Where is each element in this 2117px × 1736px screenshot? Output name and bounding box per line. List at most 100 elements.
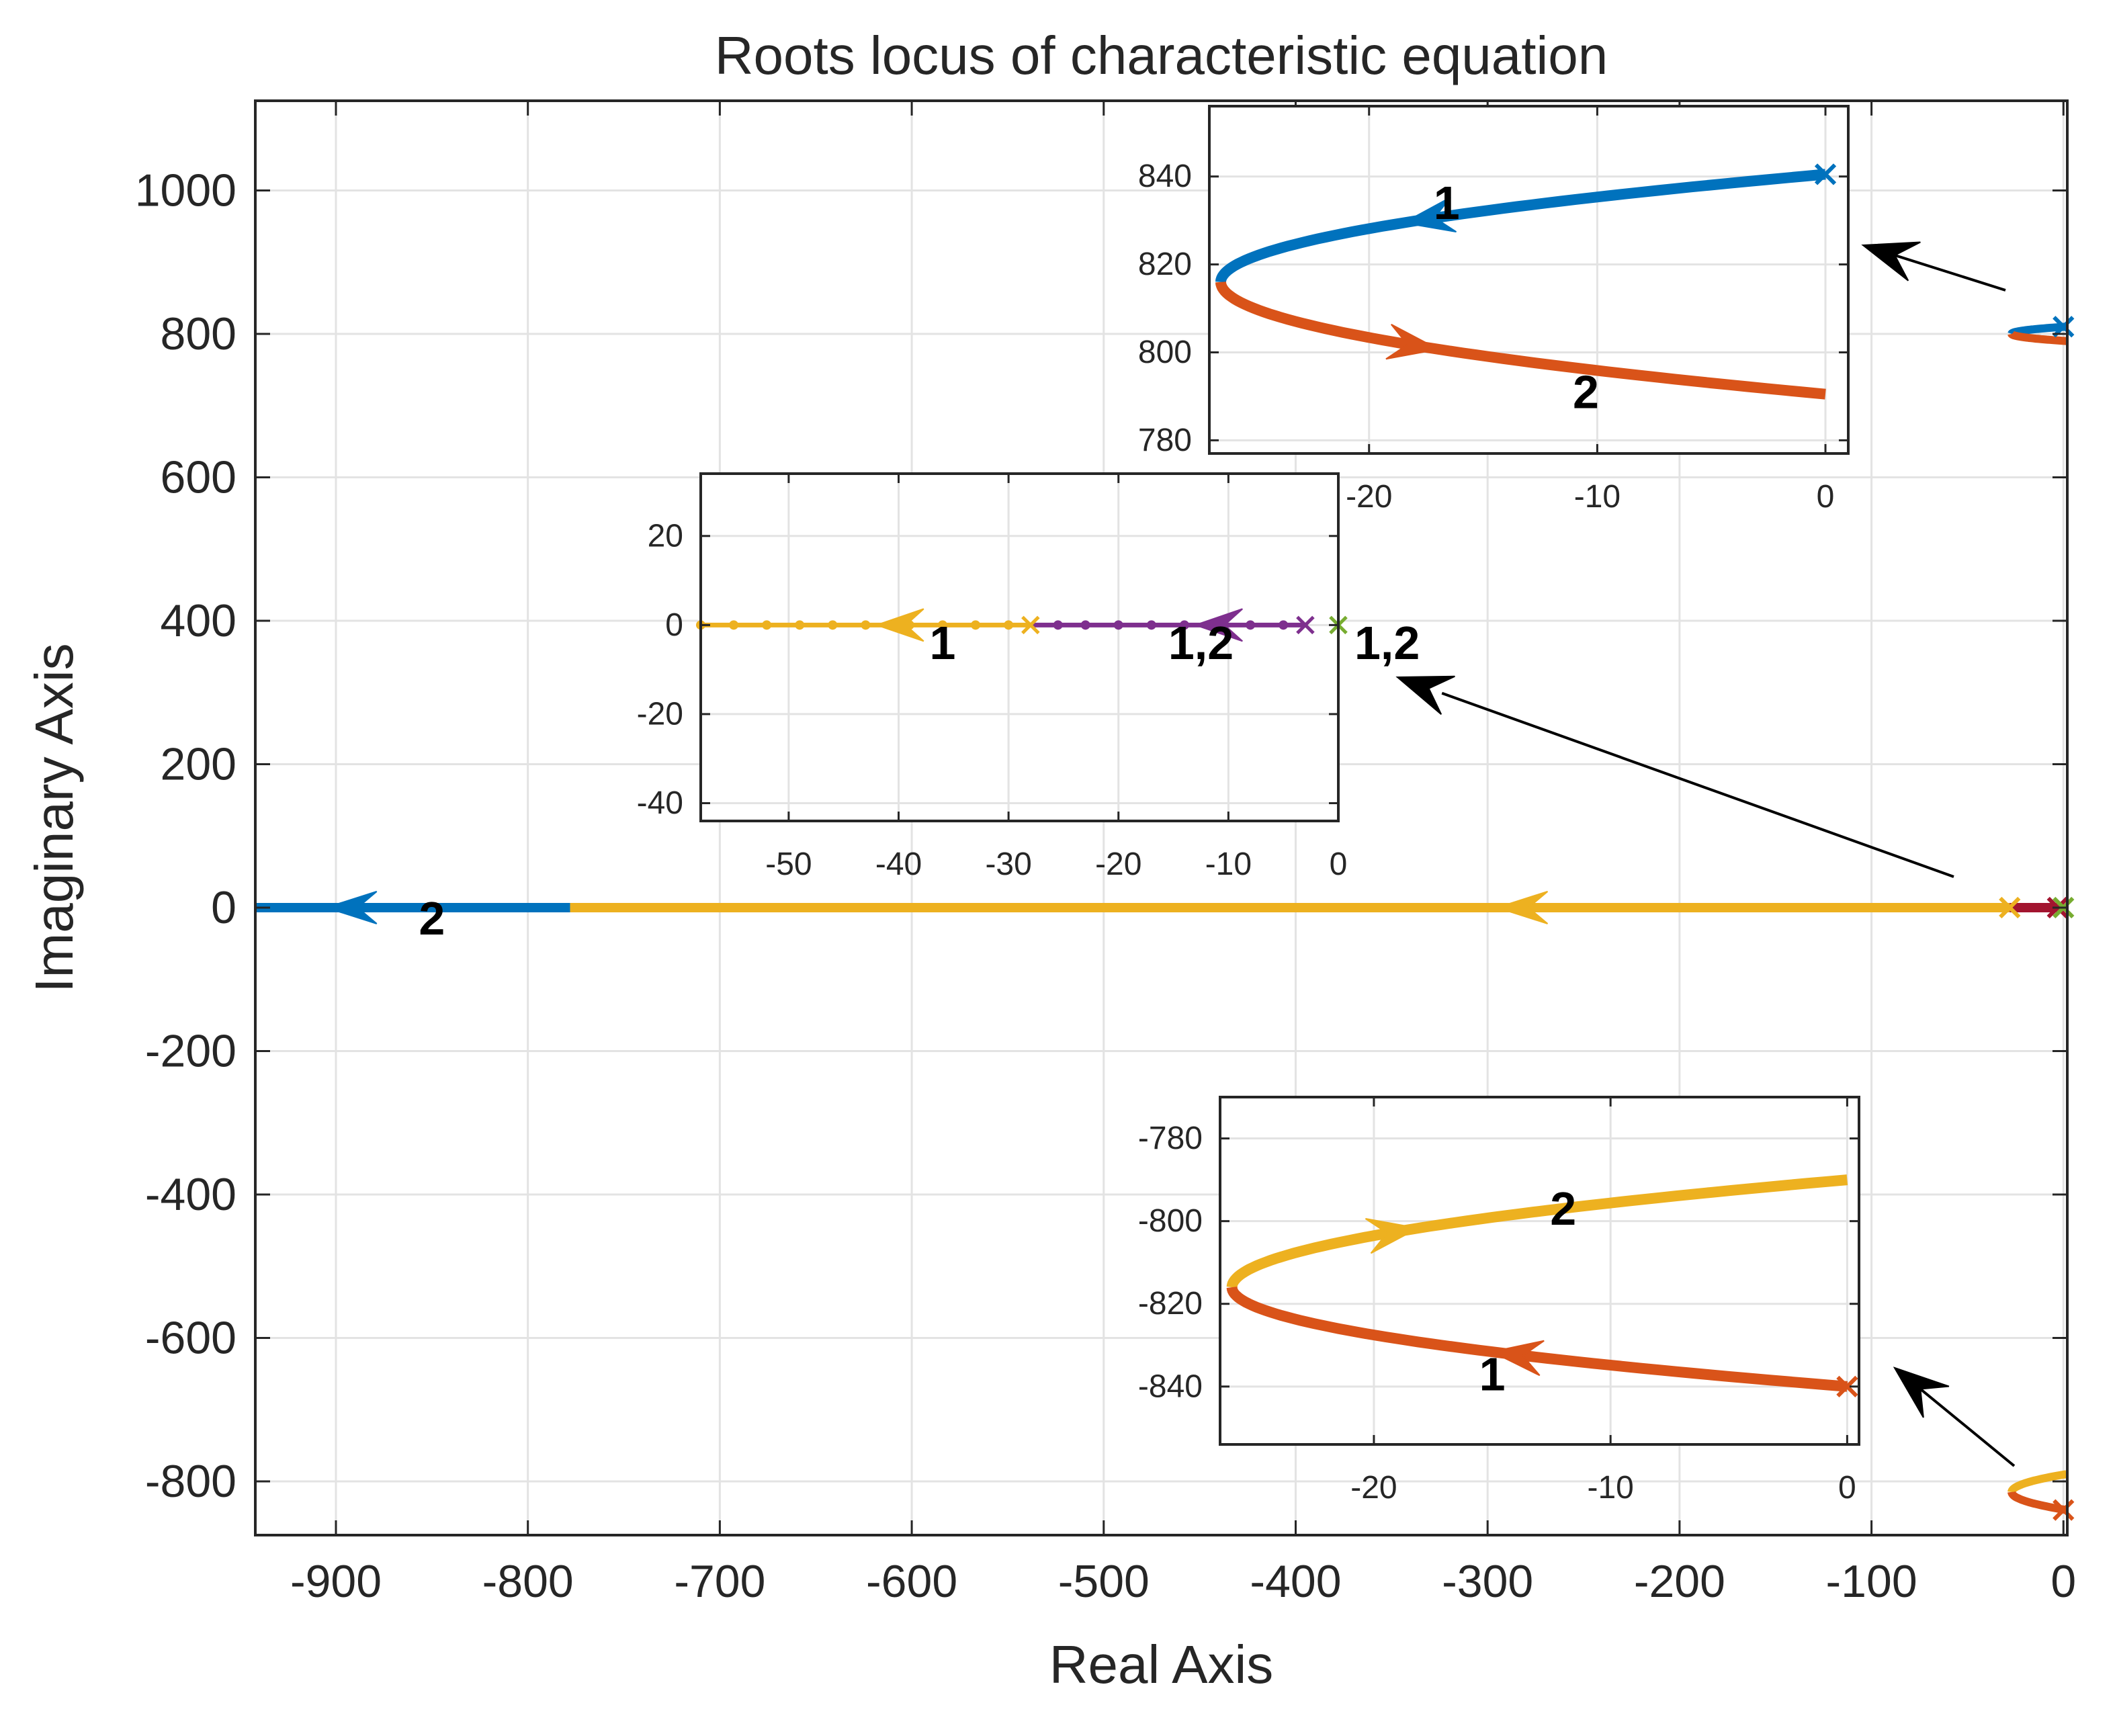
main-lower-loop-lower-arc bbox=[2007, 1491, 2067, 1514]
main-xtick-label: -300 bbox=[1442, 1556, 1533, 1607]
inset-lower-pole-marker bbox=[1836, 1375, 1858, 1397]
inset-upper-data: 12 bbox=[1215, 163, 1837, 418]
inset-upper-frame: -20 -10 0 780 800 820 840 bbox=[1138, 105, 1850, 515]
inset-middle-branch-yellow-point bbox=[828, 620, 838, 630]
inset-middle-pole-marker bbox=[1296, 615, 1315, 635]
main-ytick-label: 0 bbox=[211, 882, 236, 933]
inset-middle-xtick-label: -40 bbox=[875, 847, 922, 882]
inset-upper-pole-marker bbox=[1814, 163, 1837, 185]
inset-upper-box bbox=[1208, 105, 1850, 455]
inset-upper-branch-1-label: 1 bbox=[1434, 177, 1460, 229]
main-real-branch-1-arrow bbox=[1495, 890, 1549, 924]
inset-upper-ytick-label: 780 bbox=[1138, 423, 1192, 458]
inset-middle-branch-purple-point bbox=[1246, 620, 1256, 630]
inset-middle-branch-purple-label: 1,2 bbox=[1168, 617, 1234, 669]
inset-lower-branch-2-label: 2 bbox=[1550, 1182, 1576, 1235]
inset-lower-ytick-label: -800 bbox=[1138, 1203, 1203, 1239]
inset-middle-xtick-label: -30 bbox=[985, 847, 1031, 882]
main-ytick-label: -200 bbox=[145, 1025, 236, 1076]
main-upper-loop-lower-arc bbox=[2007, 331, 2067, 345]
main-data: 2 bbox=[255, 316, 2075, 1521]
inset-upper-xtick-label: -20 bbox=[1346, 479, 1392, 515]
inset-middle-branch-purple-point bbox=[1080, 620, 1090, 630]
main-ytick-label: 400 bbox=[161, 595, 236, 646]
main-pole-marker bbox=[1999, 896, 2021, 919]
inset-lower-branch-2-arrow bbox=[1365, 1218, 1420, 1254]
inset-middle-ytick-label: -40 bbox=[637, 785, 683, 821]
inset-middle-branch-yellow-point bbox=[1004, 620, 1014, 630]
inset-middle-branch-yellow-point bbox=[937, 620, 947, 630]
main-xtick-label: -200 bbox=[1634, 1556, 1725, 1607]
inset-middle-branch-yellow-point bbox=[762, 620, 772, 630]
main-frame: -900 -800 -700 -600 -500 -400 -300 -200 -100 0-80… bbox=[135, 99, 2076, 1607]
inset-upper-branch-1 bbox=[1215, 169, 1826, 283]
main-xtick-label: -500 bbox=[1058, 1556, 1150, 1607]
main-box bbox=[254, 99, 2069, 1536]
inset-lower-box bbox=[1219, 1096, 1860, 1446]
inset-lower-axes bbox=[1220, 1097, 1859, 1444]
inset-middle-branch-yellow-point bbox=[729, 620, 739, 630]
pointer-middle-line bbox=[1441, 691, 1954, 878]
inset-upper-branch-2-label: 2 bbox=[1573, 365, 1599, 418]
inset-middle-ytick-label: 20 bbox=[648, 518, 683, 554]
inset-middle-branch-yellow-arrow bbox=[874, 608, 924, 642]
inset-middle-ytick-label: -20 bbox=[637, 696, 683, 732]
main-xtick-label: 0 bbox=[2050, 1556, 2076, 1607]
inset-lower-xtick-label: -10 bbox=[1587, 1470, 1633, 1506]
inset-middle-xtick-label: -10 bbox=[1205, 847, 1252, 882]
inset-middle-box bbox=[699, 472, 1340, 822]
inset-lower-ytick-label: -780 bbox=[1138, 1121, 1203, 1156]
inset-middle-outside-label: 1,2 bbox=[1354, 617, 1420, 669]
main-ytick-label: -400 bbox=[145, 1169, 236, 1220]
main-ytick-label: 200 bbox=[161, 738, 236, 789]
inset-middle-branch-purple-arrow bbox=[1193, 608, 1243, 642]
inset-middle-branch-purple-point bbox=[1053, 620, 1063, 630]
pointer-upper-line bbox=[1874, 247, 2006, 292]
inset-lower-xtick-label: 0 bbox=[1838, 1470, 1856, 1506]
main-pole-marker bbox=[2053, 1499, 2075, 1521]
main-ytick-label: -600 bbox=[145, 1312, 236, 1363]
main-ytick-label: -800 bbox=[145, 1456, 236, 1507]
main-lower-loop-upper-arc bbox=[2007, 1470, 2067, 1493]
inset-middle-branch-yellow-point bbox=[971, 620, 981, 630]
main-real-branch-2-arrow bbox=[324, 890, 378, 924]
pointer-lower-head bbox=[1893, 1366, 1950, 1418]
inset-lower-branch-2 bbox=[1226, 1174, 1848, 1289]
inset-middle-branch-purple-point bbox=[1146, 620, 1156, 630]
main-xtick-label: -100 bbox=[1826, 1556, 1917, 1607]
inset-upper-ytick-label: 800 bbox=[1138, 335, 1192, 370]
inset-upper-branch-2-arrow bbox=[1385, 324, 1441, 360]
inset-upper-ytick-label: 820 bbox=[1138, 247, 1192, 282]
x-axis-title: Real Axis bbox=[1049, 1635, 1273, 1694]
pointer-lower-line bbox=[1903, 1375, 2016, 1467]
inset-middle-xtick-label: -50 bbox=[765, 847, 812, 882]
pointer-arrows bbox=[1395, 241, 2016, 1467]
inset-middle-ytick-label: 0 bbox=[665, 607, 683, 643]
inset-middle-branch-purple-point bbox=[1179, 620, 1189, 630]
inset-upper-branch-2 bbox=[1215, 281, 1826, 400]
inset-lower-xtick-label: -20 bbox=[1350, 1470, 1397, 1506]
inset-middle-branch-purple-point bbox=[1113, 620, 1123, 630]
main-xtick-label: -600 bbox=[866, 1556, 957, 1607]
main-ytick-label: 800 bbox=[161, 308, 236, 359]
inset-upper-xtick-label: 0 bbox=[1817, 479, 1835, 515]
pointer-middle-head bbox=[1395, 675, 1455, 715]
main-xtick-label: -900 bbox=[290, 1556, 382, 1607]
inset-middle-background bbox=[701, 474, 1338, 821]
inset-middle-data: 1 1,2 bbox=[696, 608, 1348, 669]
main-ytick-label: 600 bbox=[161, 451, 236, 503]
inset-upper-branch-1-arrow bbox=[1401, 196, 1457, 233]
pointer-upper-head bbox=[1861, 241, 1921, 281]
inset-middle-pole-marker bbox=[1021, 615, 1040, 635]
inset-middle-xtick-label: -20 bbox=[1095, 847, 1141, 882]
inset-lower-frame: -20 -10 0 -840 -820 -800 -780 bbox=[1138, 1096, 1860, 1506]
main-xtick-label: -400 bbox=[1250, 1556, 1341, 1607]
inset-middle-branch-yellow-label: 1 bbox=[929, 617, 955, 669]
inset-middle-axes bbox=[701, 474, 1340, 821]
inset-middle-xtick-label: 0 bbox=[1330, 847, 1348, 882]
inset-lower-background bbox=[1220, 1097, 1859, 1444]
inset-middle-branch-yellow-point bbox=[861, 620, 871, 630]
inset-lower-branch-1-arrow bbox=[1489, 1340, 1545, 1377]
main-xtick-label: -800 bbox=[482, 1556, 574, 1607]
